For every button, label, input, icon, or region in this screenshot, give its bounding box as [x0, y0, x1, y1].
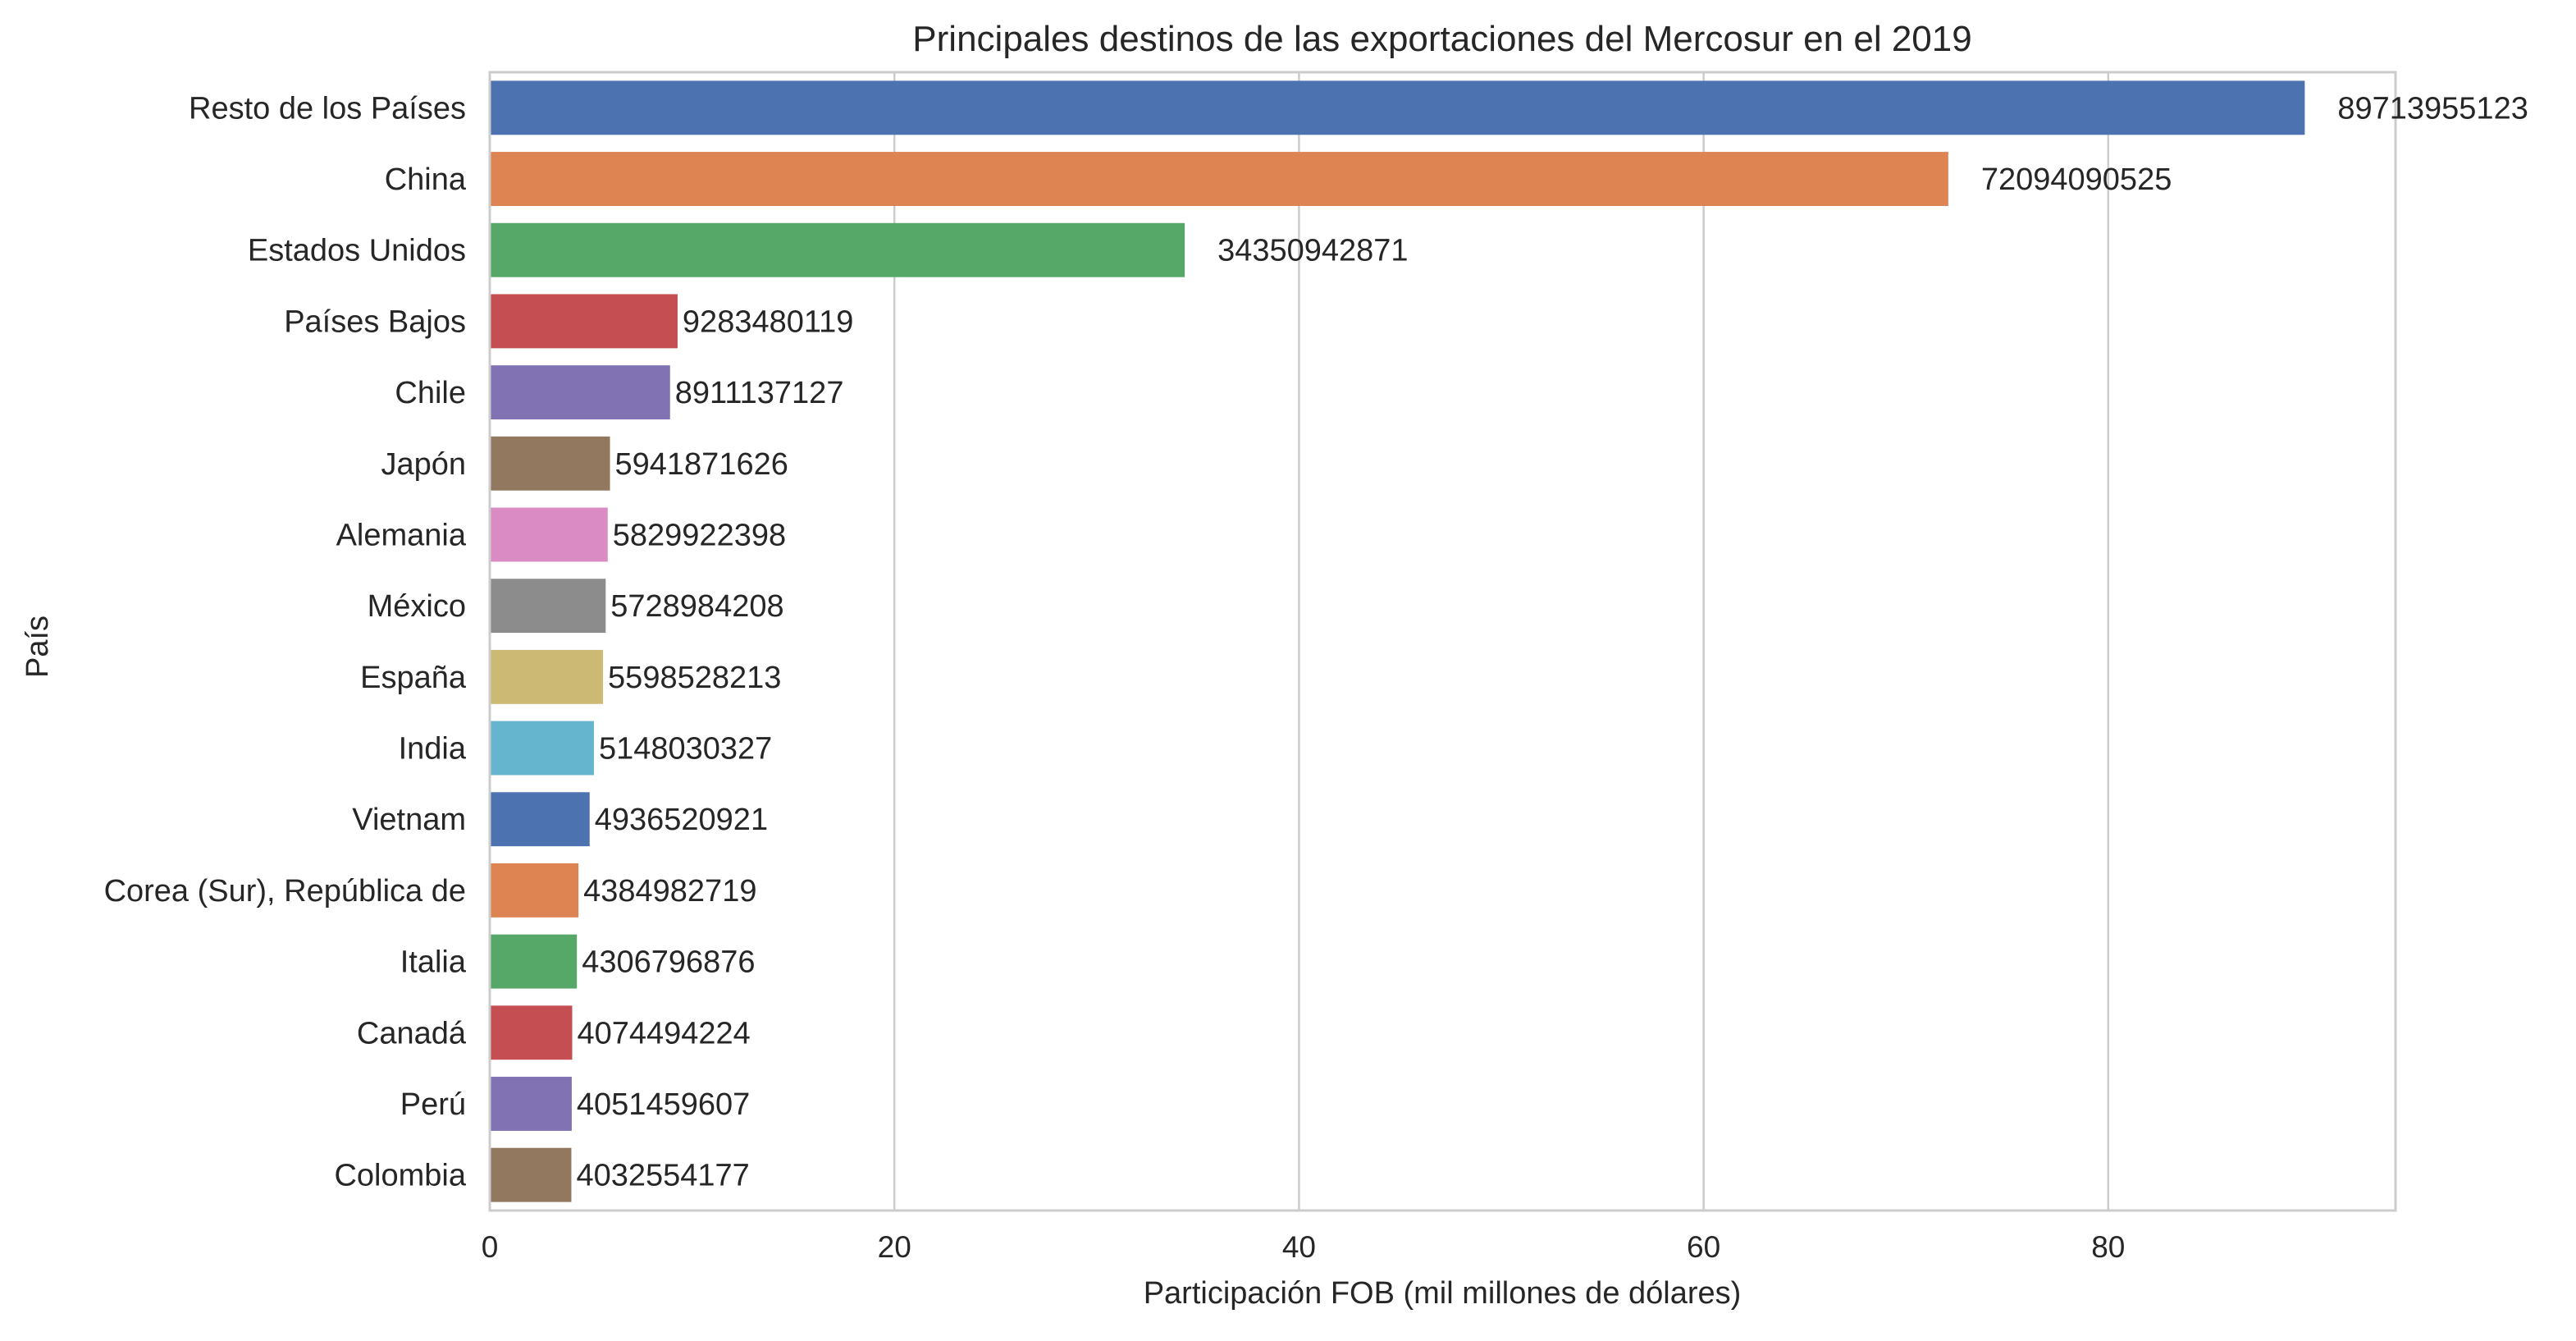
bar	[490, 1147, 572, 1202]
bar	[490, 1005, 573, 1060]
x-tick-label: 20	[878, 1230, 911, 1264]
data-label: 4032554177	[576, 1159, 749, 1193]
category-label: Estados Unidos	[248, 234, 466, 268]
data-label: 5148030327	[599, 732, 772, 767]
data-label: 5598528213	[608, 661, 781, 695]
x-axis-label: Participación FOB (mil millones de dólar…	[1144, 1276, 1742, 1311]
data-label: 9283480119	[683, 304, 854, 339]
category-label: Colombia	[334, 1159, 466, 1193]
category-label: Japón	[381, 447, 466, 482]
data-label: 8911137127	[675, 376, 844, 410]
bar	[490, 863, 579, 918]
data-label: 4306796876	[582, 945, 755, 980]
bar	[490, 792, 590, 847]
category-label: Países Bajos	[284, 304, 466, 339]
bar	[490, 649, 604, 704]
data-labels: 89713955123 72094090525 34350942871 9283480…	[576, 91, 2528, 1192]
data-label: 34350942871	[1217, 234, 1408, 268]
category-label: México	[368, 589, 466, 624]
bar	[490, 152, 1948, 206]
category-label: España	[360, 661, 467, 695]
category-label: Italia	[400, 945, 467, 980]
x-tick-labels: 0 20 40 60 80	[482, 1230, 2126, 1264]
bar	[490, 1077, 572, 1131]
plot-frame	[488, 71, 2397, 1212]
bar	[490, 436, 610, 491]
bar	[490, 507, 608, 562]
bars-layer	[490, 80, 2305, 1202]
x-tick-label: 40	[1282, 1230, 1316, 1264]
bar	[490, 365, 670, 420]
category-labels: Resto de los Países China Estados Unidos Pa…	[104, 91, 467, 1192]
bar	[490, 934, 578, 989]
category-label: China	[385, 162, 467, 197]
category-label: India	[399, 732, 467, 767]
bar	[490, 222, 1185, 277]
data-label: 5941871626	[615, 447, 788, 482]
category-label: Resto de los Países	[189, 91, 466, 126]
data-label: 5829922398	[613, 518, 786, 552]
x-tick-label: 60	[1687, 1230, 1720, 1264]
category-label: Corea (Sur), República de	[104, 874, 466, 908]
bar	[490, 579, 606, 634]
data-label: 4051459607	[577, 1087, 750, 1122]
x-tick-label: 80	[2091, 1230, 2125, 1264]
data-label: 5728984208	[610, 589, 783, 624]
data-label: 4074494224	[577, 1016, 750, 1050]
data-label: 4936520921	[595, 803, 768, 837]
bar	[490, 294, 678, 349]
data-label: 89713955123	[2337, 91, 2528, 126]
y-axis-label: País	[21, 616, 55, 678]
category-label: Canadá	[357, 1016, 467, 1050]
x-tick-label: 0	[482, 1230, 499, 1264]
bar	[490, 80, 2305, 135]
data-label: 72094090525	[1981, 162, 2172, 197]
data-label: 4384982719	[583, 874, 756, 908]
category-label: Vietnam	[352, 803, 466, 837]
chart-title: Principales destinos de las exportacione…	[912, 19, 1971, 59]
category-label: Perú	[400, 1087, 466, 1122]
bar	[490, 721, 594, 776]
category-label: Chile	[395, 376, 466, 410]
category-label: Alemania	[336, 518, 467, 552]
